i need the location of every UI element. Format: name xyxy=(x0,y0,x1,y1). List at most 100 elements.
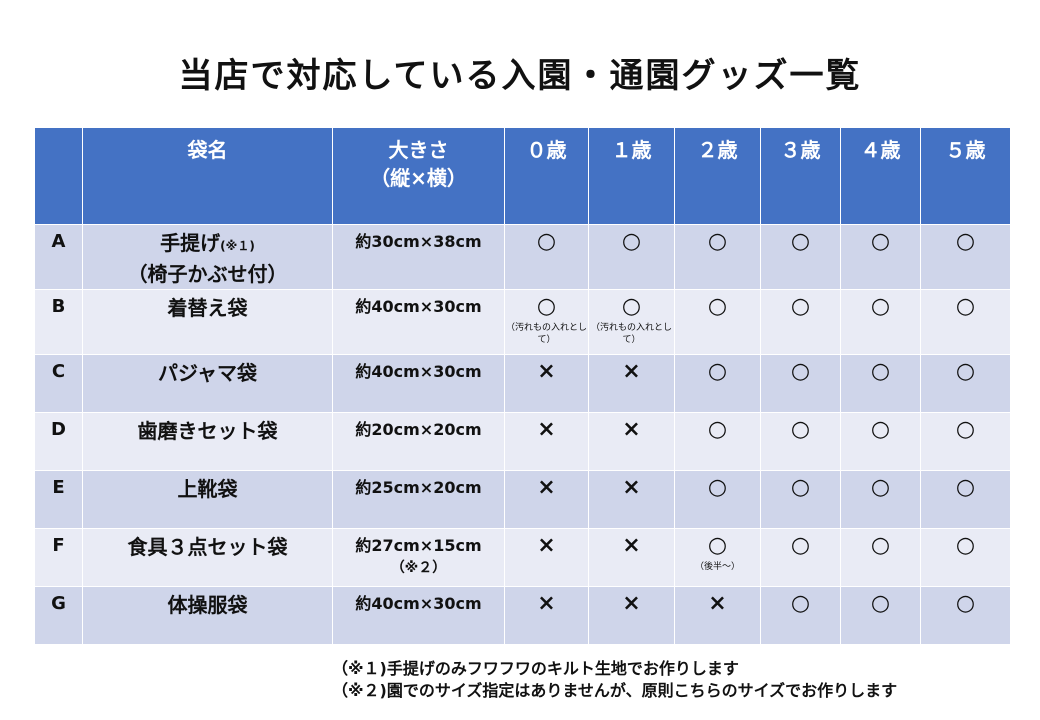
footnotes: （※１)手提げのみフワフワのキルト生地でお作りします （※２)園でのサイズ指定は… xyxy=(332,658,897,702)
availability-cell-age2: ○ xyxy=(674,289,761,355)
availability-cell-age4: ○ xyxy=(840,224,921,290)
available-mark: ○ xyxy=(790,591,811,616)
bag-name: パジャマ袋 xyxy=(158,361,257,385)
available-mark: ○ xyxy=(707,475,728,500)
availability-cell-age4: ○ xyxy=(840,289,921,355)
bag-name: 歯磨きセット袋 xyxy=(137,419,278,443)
goods-table: 袋名 大きさ （縦×横） ０歳 １歳 ２歳 ３歳 ４歳 ５歳 A 手提げ(※１) （… xyxy=(34,127,1011,645)
bag-name-line2: （椅子かぶせ付） xyxy=(127,262,288,286)
table-row: F 食具３点セット袋 約27cm×15cm （※２） × × ○ （後半～） ○ ○ ○ xyxy=(34,528,1011,587)
size-value: 約20cm×20cm xyxy=(355,420,482,439)
available-mark: ○ xyxy=(955,417,976,442)
unavailable-mark: × xyxy=(622,475,641,500)
availability-cell-age5: ○ xyxy=(920,354,1011,413)
available-mark: ○ xyxy=(870,294,891,319)
bag-name: 着替え袋 xyxy=(167,296,248,320)
available-mark: ○ xyxy=(536,294,557,319)
available-mark: ○ xyxy=(790,229,811,254)
available-mark: ○ xyxy=(790,475,811,500)
row-letter: B xyxy=(34,289,83,355)
availability-cell-age2: ○ xyxy=(674,470,761,529)
availability-note: （汚れもの入れとして） xyxy=(505,323,587,345)
available-mark: ○ xyxy=(707,294,728,319)
bag-name-note: (※１) xyxy=(220,239,255,253)
availability-cell-age3: ○ xyxy=(760,224,841,290)
bag-name-cell: 着替え袋 xyxy=(82,289,333,355)
size-value: 約40cm×30cm xyxy=(355,594,482,613)
size-cell: 約30cm×38cm xyxy=(332,224,505,290)
availability-cell-age1: ○ xyxy=(588,224,675,290)
header-age3: ３歳 xyxy=(760,127,841,225)
unavailable-mark: × xyxy=(537,359,556,384)
available-mark: ○ xyxy=(870,417,891,442)
size-cell: 約40cm×30cm xyxy=(332,586,505,645)
available-mark: ○ xyxy=(621,229,642,254)
bag-name: 手提げ xyxy=(160,231,221,255)
unavailable-mark: × xyxy=(622,533,641,558)
table-row: B 着替え袋 約40cm×30cm ○ （汚れもの入れとして） ○ （汚れもの入れとして） ○… xyxy=(34,289,1011,355)
page-title: 当店で対応している入園・通園グッズ一覧 xyxy=(178,56,862,96)
availability-cell-age1: × xyxy=(588,412,675,471)
availability-cell-age1: × xyxy=(588,470,675,529)
available-mark: ○ xyxy=(707,359,728,384)
bag-name-cell: 手提げ(※１) （椅子かぶせ付） xyxy=(82,224,333,290)
available-mark: ○ xyxy=(536,229,557,254)
available-mark: ○ xyxy=(790,359,811,384)
row-letter: D xyxy=(34,412,83,471)
table-row: C パジャマ袋 約40cm×30cm × × ○ ○ ○ ○ xyxy=(34,354,1011,413)
available-mark: ○ xyxy=(870,591,891,616)
availability-cell-age2: ○ （後半～） xyxy=(674,528,761,587)
availability-cell-age5: ○ xyxy=(920,528,1011,587)
unavailable-mark: × xyxy=(622,417,641,442)
size-cell: 約40cm×30cm xyxy=(332,289,505,355)
size-cell: 約40cm×30cm xyxy=(332,354,505,413)
availability-cell-age5: ○ xyxy=(920,224,1011,290)
row-letter: C xyxy=(34,354,83,413)
unavailable-mark: × xyxy=(537,475,556,500)
available-mark: ○ xyxy=(707,533,728,558)
header-age4: ４歳 xyxy=(840,127,921,225)
bag-name: 上靴袋 xyxy=(177,477,238,501)
size-value: 約27cm×15cm xyxy=(355,536,482,555)
availability-cell-age4: ○ xyxy=(840,470,921,529)
available-mark: ○ xyxy=(790,533,811,558)
available-mark: ○ xyxy=(955,294,976,319)
availability-cell-age5: ○ xyxy=(920,412,1011,471)
availability-cell-age1: × xyxy=(588,586,675,645)
available-mark: ○ xyxy=(621,294,642,319)
availability-cell-age4: ○ xyxy=(840,354,921,413)
availability-cell-age3: ○ xyxy=(760,354,841,413)
availability-cell-age0: ○ xyxy=(504,224,589,290)
available-mark: ○ xyxy=(707,417,728,442)
size-note: （※２） xyxy=(390,560,447,576)
availability-cell-age5: ○ xyxy=(920,470,1011,529)
bag-name-cell: 体操服袋 xyxy=(82,586,333,645)
availability-cell-age3: ○ xyxy=(760,289,841,355)
available-mark: ○ xyxy=(955,533,976,558)
header-blank xyxy=(34,127,83,225)
available-mark: ○ xyxy=(707,229,728,254)
availability-cell-age4: ○ xyxy=(840,586,921,645)
available-mark: ○ xyxy=(955,229,976,254)
availability-cell-age2: ○ xyxy=(674,412,761,471)
availability-cell-age0: ○ （汚れもの入れとして） xyxy=(504,289,589,355)
available-mark: ○ xyxy=(955,475,976,500)
header-age5: ５歳 xyxy=(920,127,1011,225)
unavailable-mark: × xyxy=(622,591,641,616)
availability-cell-age1: × xyxy=(588,528,675,587)
availability-cell-age1: ○ （汚れもの入れとして） xyxy=(588,289,675,355)
available-mark: ○ xyxy=(870,229,891,254)
available-mark: ○ xyxy=(790,294,811,319)
size-value: 約40cm×30cm xyxy=(355,297,482,316)
availability-cell-age5: ○ xyxy=(920,586,1011,645)
row-letter: G xyxy=(34,586,83,645)
availability-cell-age0: × xyxy=(504,354,589,413)
availability-cell-age0: × xyxy=(504,586,589,645)
row-letter: E xyxy=(34,470,83,529)
table-row: A 手提げ(※１) （椅子かぶせ付） 約30cm×38cm ○ ○ ○ ○ ○ ○ xyxy=(34,224,1011,290)
availability-cell-age3: ○ xyxy=(760,586,841,645)
bag-name-cell: 食具３点セット袋 xyxy=(82,528,333,587)
bag-name-cell: 上靴袋 xyxy=(82,470,333,529)
available-mark: ○ xyxy=(870,359,891,384)
availability-cell-age2: ○ xyxy=(674,224,761,290)
